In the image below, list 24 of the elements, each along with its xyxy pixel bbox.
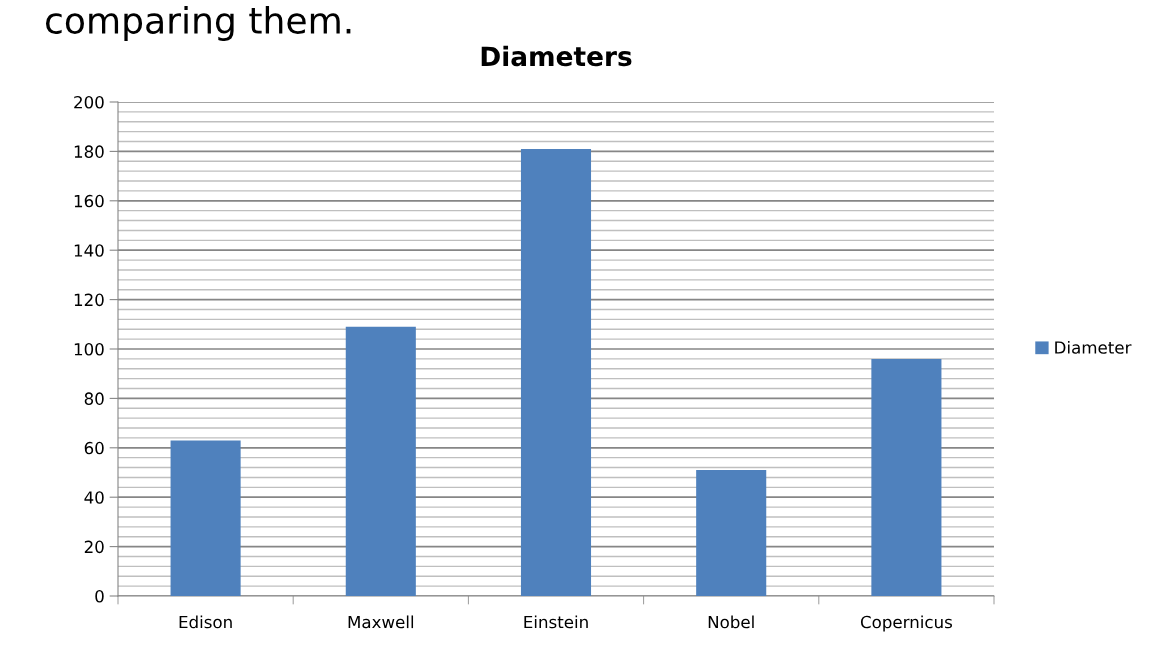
- y-tick-label: 200: [74, 95, 104, 109]
- y-tick-label: 0: [95, 589, 104, 603]
- y-tick-label: 160: [74, 194, 104, 208]
- y-tick-label: 140: [74, 244, 104, 257]
- legend-label: Diameter: [1055, 340, 1132, 354]
- y-tick-label: 20: [84, 540, 104, 554]
- y-tick-label: 100: [74, 342, 104, 356]
- y-tick-label: 180: [74, 145, 104, 158]
- x-tick-label: Maxwell: [348, 615, 414, 629]
- y-tick-label: 60: [84, 441, 104, 455]
- bar: [696, 470, 767, 596]
- text: comparing them.: [45, 6, 351, 41]
- x-tick-label: Einstein: [524, 615, 588, 629]
- bar: [170, 440, 241, 596]
- y-tick-label: 40: [84, 491, 104, 504]
- x-tick-label: Edison: [179, 615, 232, 629]
- bar: [345, 326, 416, 596]
- x-tick-label: Nobel: [708, 615, 754, 629]
- y-tick-label: 80: [84, 392, 104, 405]
- bar: [520, 148, 592, 596]
- x-tick-label: Copernicus: [860, 615, 952, 632]
- y-tick-label: 120: [74, 293, 104, 307]
- bar: [871, 358, 942, 596]
- chart-title: Diameters: [481, 45, 632, 67]
